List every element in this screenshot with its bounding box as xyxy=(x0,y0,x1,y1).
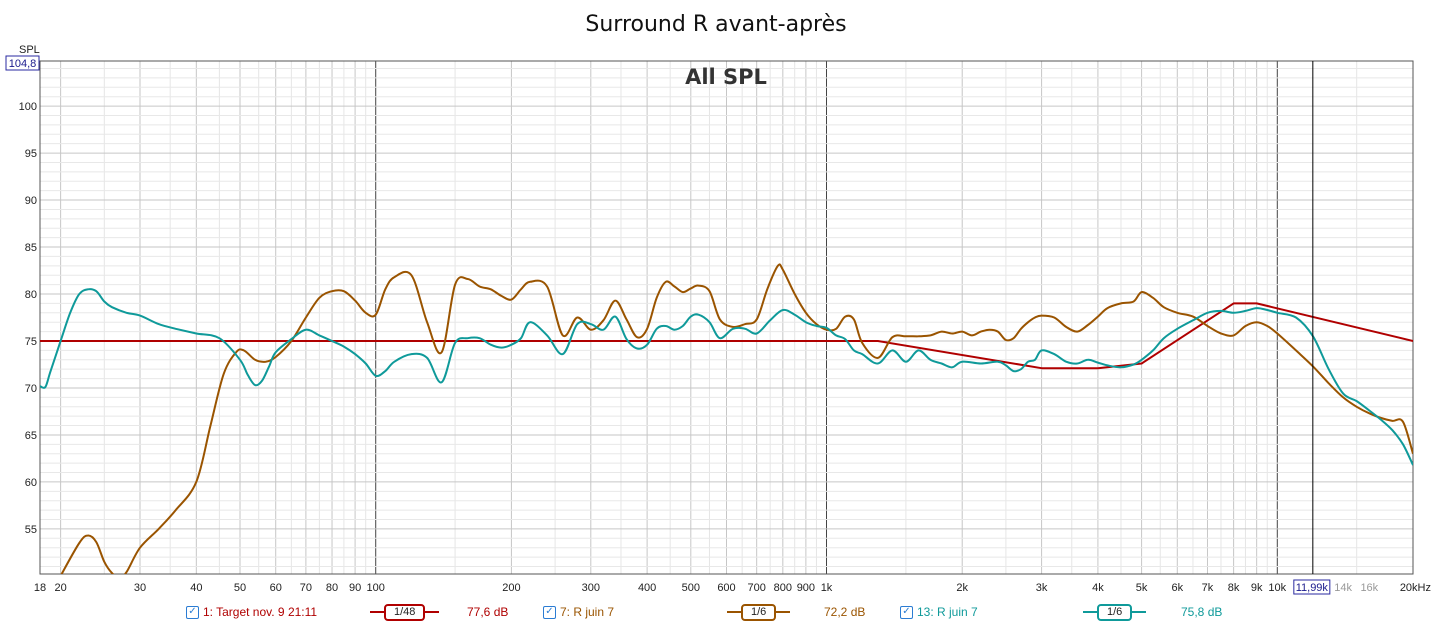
x-tick-label: 70 xyxy=(300,582,312,594)
legend: ✓ 1: Target nov. 9 21:11 1/48 77,6 dB ✓ 7: R … xyxy=(0,600,1433,625)
y-tick-label: 60 xyxy=(25,477,37,489)
y-tick-label: 100 xyxy=(19,101,37,113)
legend-line-swatch xyxy=(425,611,440,613)
x-tick-label: 6k xyxy=(1171,582,1183,594)
legend-smoothing-3[interactable]: 1/6 xyxy=(1083,603,1147,621)
series-line-3 xyxy=(40,288,1413,466)
x-tick-label: 20kHz xyxy=(1400,582,1431,594)
x-tick-label: 8k xyxy=(1228,582,1240,594)
x-tick-label: 18 xyxy=(34,582,46,594)
x-tick-label: 50 xyxy=(234,582,246,594)
x-tick-label: 1k xyxy=(821,582,833,594)
y-tick-label: 90 xyxy=(25,195,37,207)
y-top-readout-box xyxy=(5,55,40,71)
x-tick-label: 200 xyxy=(502,582,520,594)
legend-item-3[interactable]: ✓ 13: R juin 7 xyxy=(900,605,978,619)
legend-series-name: 13: R juin 7 xyxy=(917,605,978,619)
cursor[interactable]: 11,99k xyxy=(1293,61,1331,595)
legend-series-name: 1: Target nov. 9 21:11 xyxy=(203,605,318,619)
x-tick-label: 20 xyxy=(55,582,67,594)
x-tick-label: 40 xyxy=(190,582,202,594)
legend-line-swatch xyxy=(1083,611,1097,613)
x-tick-label: 30 xyxy=(134,582,146,594)
x-tick-label: 4k xyxy=(1092,582,1104,594)
x-tick-label: 100 xyxy=(367,582,385,594)
plot-frame xyxy=(39,60,1414,575)
legend-checkbox[interactable]: ✓ xyxy=(900,605,913,619)
legend-line-swatch xyxy=(370,611,384,613)
x-tick-label: 16k xyxy=(1360,582,1378,594)
legend-line-swatch xyxy=(1132,611,1147,613)
overlay-label: All SPL xyxy=(685,65,767,89)
legend-item-2[interactable]: ✓ 7: R juin 7 xyxy=(543,605,614,619)
x-tick-label: 700 xyxy=(747,582,765,594)
x-tick-label: 800 xyxy=(774,582,792,594)
legend-level-1: 77,6 dB xyxy=(467,605,509,619)
x-axis: 18 20 30 40 50 60 70 80 90 100 200 300 400 500 600 700 8… xyxy=(34,582,1431,594)
cursor-readout: 11,99k xyxy=(1296,582,1329,594)
legend-level-3: 75,8 dB xyxy=(1181,605,1223,619)
x-tick-label: 2k xyxy=(956,582,968,594)
y-top-readout-text: 104,8 xyxy=(9,58,37,70)
x-tick-label: 5k xyxy=(1136,582,1148,594)
legend-smoothing-label: 1/6 xyxy=(1097,603,1133,621)
x-tick-label: 9k xyxy=(1251,582,1263,594)
chart-title: Surround R avant-après xyxy=(585,12,846,37)
y-tick-label: 75 xyxy=(25,336,37,348)
legend-smoothing-label: 1/6 xyxy=(741,603,777,621)
legend-line-swatch xyxy=(727,611,741,613)
series-line-2 xyxy=(60,263,1413,574)
y-axis-label: SPL xyxy=(19,44,40,56)
legend-checkbox[interactable]: ✓ xyxy=(543,605,556,619)
x-tick-label: 14k xyxy=(1334,582,1352,594)
y-tick-label: 70 xyxy=(25,383,37,395)
x-tick-label: 80 xyxy=(326,582,338,594)
legend-line-swatch xyxy=(776,611,791,613)
x-tick-label: 600 xyxy=(717,582,735,594)
x-tick-label: 300 xyxy=(582,582,600,594)
x-tick-label: 500 xyxy=(682,582,700,594)
x-tick-label: 60 xyxy=(270,582,282,594)
y-tick-label: 85 xyxy=(25,242,37,254)
grid xyxy=(40,61,1413,574)
cursor-readout-box xyxy=(1293,579,1331,595)
y-axis: 55 60 65 70 75 80 85 90 95 100 xyxy=(19,101,37,536)
x-tick-label: 900 xyxy=(797,582,815,594)
y-top-readout: 104,8 xyxy=(5,55,40,71)
x-tick-label: 90 xyxy=(349,582,361,594)
y-tick-label: 95 xyxy=(25,148,37,160)
series-layer xyxy=(40,263,1413,574)
y-tick-label: 65 xyxy=(25,430,37,442)
legend-smoothing-label: 1/48 xyxy=(384,603,426,621)
y-tick-label: 55 xyxy=(25,524,37,536)
x-tick-label: 7k xyxy=(1202,582,1214,594)
x-tick-label: 3k xyxy=(1036,582,1048,594)
series-line-1 xyxy=(40,302,1413,370)
y-tick-label: 80 xyxy=(25,289,37,301)
legend-smoothing-2[interactable]: 1/6 xyxy=(727,603,791,621)
x-tick-label: 400 xyxy=(638,582,656,594)
legend-item-1[interactable]: ✓ 1: Target nov. 9 21:11 xyxy=(186,605,317,619)
legend-smoothing-1[interactable]: 1/48 xyxy=(370,603,440,621)
legend-level-2: 72,2 dB xyxy=(824,605,866,619)
x-tick-label: 10k xyxy=(1268,582,1286,594)
legend-checkbox[interactable]: ✓ xyxy=(186,605,199,619)
legend-series-name: 7: R juin 7 xyxy=(560,605,615,619)
